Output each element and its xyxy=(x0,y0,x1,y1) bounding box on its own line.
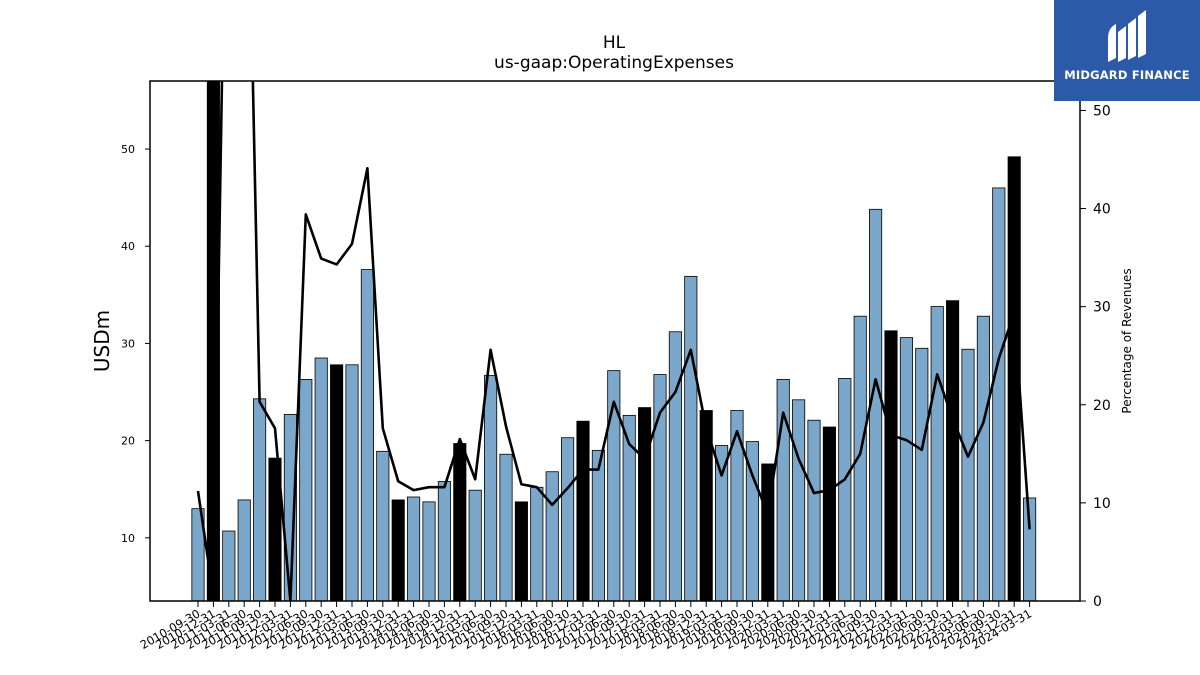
y-tick-label-20: 20 xyxy=(121,435,135,448)
bar-2021-03-31 xyxy=(838,378,852,601)
bar-2011-09-30 xyxy=(253,398,267,601)
bar-2013-09-30 xyxy=(376,450,390,601)
y2-axis-label: Percentage of Revenues xyxy=(1120,268,1134,413)
chart-subtitle: us-gaap:OperatingExpenses xyxy=(494,53,734,73)
bar-2015-12-31 xyxy=(514,501,528,601)
bar-2018-06-30 xyxy=(668,331,682,601)
bar-2012-06-30 xyxy=(299,378,313,601)
bar-2015-09-30 xyxy=(499,453,513,601)
bar-2015-06-30 xyxy=(484,375,498,601)
bar-2023-03-31 xyxy=(961,348,975,601)
bar-2018-03-31 xyxy=(653,374,667,601)
y2-tick-label-40: 40 xyxy=(1093,202,1111,218)
bar-2011-03-31 xyxy=(222,530,236,601)
bar-2023-06-30 xyxy=(976,315,990,601)
bar-2020-09-30 xyxy=(807,419,821,601)
bar-2017-06-30 xyxy=(607,370,621,601)
bar-2017-03-31 xyxy=(591,449,605,601)
bar-2013-03-31 xyxy=(345,364,359,601)
bar-2022-06-30 xyxy=(915,347,929,601)
chart-title: HL xyxy=(603,33,626,53)
bar-2016-06-30 xyxy=(545,471,559,601)
revenue-percentage-line xyxy=(196,81,1031,601)
bar-2011-12-31 xyxy=(268,457,282,601)
bar-2020-06-30 xyxy=(792,399,806,601)
bar-2021-12-31 xyxy=(884,330,898,601)
brand-name: MIDGARD FINANCE xyxy=(1064,68,1190,82)
plot-frame xyxy=(149,80,1081,602)
bar-2016-09-30 xyxy=(561,437,575,601)
midgard-finance-logo: MIDGARD FINANCE xyxy=(1054,0,1200,101)
bar-2022-03-31 xyxy=(899,337,913,601)
bar-2022-12-31 xyxy=(946,300,960,601)
bar-2022-09-30 xyxy=(930,306,944,601)
bar-2019-06-30 xyxy=(730,410,744,601)
bar-2015-03-31 xyxy=(468,489,482,601)
bar-2021-06-30 xyxy=(853,315,867,601)
y2-tick-label-30: 30 xyxy=(1093,300,1111,316)
bar-2014-06-30 xyxy=(422,501,436,601)
bar-2020-12-31 xyxy=(822,426,836,601)
y2-tick-label-50: 50 xyxy=(1093,103,1111,119)
bar-2012-09-30 xyxy=(314,357,328,601)
y2-tick-label-10: 10 xyxy=(1093,496,1111,512)
bar-2016-03-31 xyxy=(530,486,544,601)
bar-2023-12-31 xyxy=(1007,156,1021,601)
bar-2012-12-31 xyxy=(330,364,344,601)
bar-2013-06-30 xyxy=(360,269,374,601)
y-tick-label-30: 30 xyxy=(121,337,135,350)
bar-2014-09-30 xyxy=(437,481,451,601)
bar-2014-03-31 xyxy=(407,496,421,601)
y2-tick-label-0: 0 xyxy=(1093,594,1102,610)
bar-2024-03-31 xyxy=(1023,497,1037,601)
y-axis-label: USDm xyxy=(90,310,114,372)
bar-2023-09-30 xyxy=(992,187,1006,601)
bar-2014-12-31 xyxy=(453,443,467,601)
y-tick-label-40: 40 xyxy=(121,240,135,253)
bar-2018-09-30 xyxy=(684,275,698,601)
y-tick-label-50: 50 xyxy=(121,143,135,156)
bar-2010-09-30 xyxy=(191,508,205,601)
y2-tick-label-20: 20 xyxy=(1093,398,1111,414)
y-tick-label-10: 10 xyxy=(121,532,135,545)
midgard-logo-icon xyxy=(1108,10,1146,62)
bar-2016-12-31 xyxy=(576,420,590,601)
bar-2019-03-31 xyxy=(715,445,729,601)
bar-2017-12-31 xyxy=(638,407,652,601)
bar-2013-12-31 xyxy=(391,499,405,601)
bar-2011-06-30 xyxy=(237,499,251,601)
bar-2018-12-31 xyxy=(699,410,713,601)
